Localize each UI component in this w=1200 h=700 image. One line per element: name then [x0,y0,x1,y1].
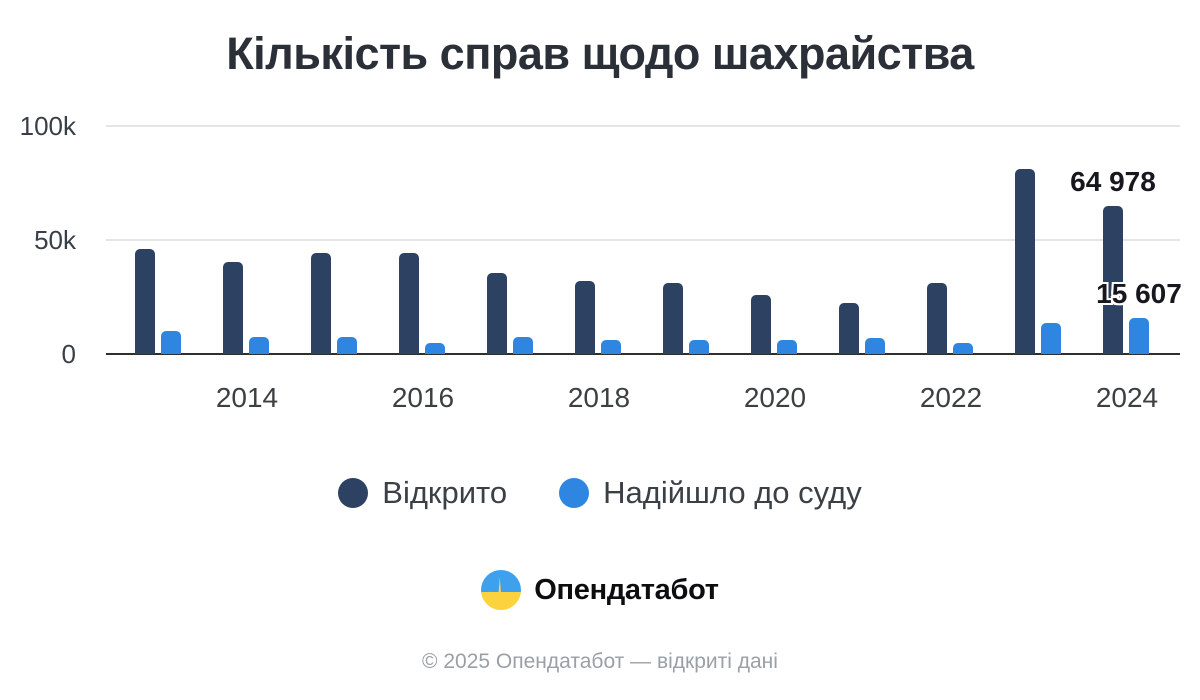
x-axis-tick-2022: 2022 [919,382,983,413]
value-label-2024-Надійшло до суду: 15 607 [1096,278,1182,310]
y-axis-tick-50k: 50k [34,225,76,255]
bar-Відкрито-2013 [135,249,155,354]
chart-title: Кількість справ щодо шахрайства [226,28,974,79]
bar-Надійшло до суду-2016 [425,342,445,354]
bar-Відкрито-2021 [839,302,859,354]
legend-item-Відкрито: Відкрито [338,475,507,511]
bar-Надійшло до суду-2019 [689,340,709,354]
chart-legend: Відкрито Надійшло до суду [0,472,1200,514]
x-axis-tick-2014: 2014 [215,382,279,413]
bar-Відкрито-2015 [311,252,331,354]
bar-Надійшло до суду-2015 [337,336,357,354]
bar-Відкрито-2024 [1103,205,1123,354]
legend-item-Надійшло до суду: Надійшло до суду [559,475,862,511]
bar-Відкрито-2016 [399,252,419,354]
bar-Надійшло до суду-2013 [161,331,181,354]
bar-Відкрито-2020 [751,294,771,354]
x-axis-tick-2018: 2018 [567,382,631,413]
bar-Відкрито-2018 [575,281,595,354]
bar-Надійшло до суду-2024 [1129,318,1149,354]
bar-Надійшло до суду-2017 [513,336,533,354]
bar-Надійшло до суду-2023 [1041,323,1061,354]
bar-Відкрито-2019 [663,283,683,354]
value-label-2024-Відкрито: 64 978 [1070,165,1156,197]
legend-dot-icon [338,478,369,508]
bar-Надійшло до суду-2014 [249,336,269,354]
bar-Відкрито-2014 [223,261,243,354]
x-axis-line [106,353,1180,355]
opendatabot-logo-text: Опендатабот [534,573,719,606]
bar-Відкрито-2022 [927,283,947,354]
y-axis-tick-0: 0 [61,339,76,369]
bar-Відкрито-2023 [1015,169,1035,354]
copyright-footer: © 2025 Опендатабот — відкриті дані [422,650,778,673]
legend-label: Відкрито [382,475,508,510]
legend-dot-icon [559,478,590,508]
bar-Надійшло до суду-2018 [601,340,621,354]
bar-Надійшло до суду-2020 [777,340,797,354]
x-axis-tick-2016: 2016 [391,382,455,413]
gridline-100k [106,125,1180,127]
y-axis-tick-100k: 100k [19,111,76,141]
x-axis-tick-2020: 2020 [743,382,807,413]
opendatabot-pulse-icon [481,570,522,610]
opendatabot-branding: Опендатабот [0,566,1200,614]
bar-Надійшло до суду-2022 [953,342,973,354]
bar-Відкрито-2017 [487,273,507,354]
legend-label: Надійшло до суду [603,475,862,510]
bar-Надійшло до суду-2021 [865,338,885,354]
gridline-50k [106,239,1180,241]
x-axis-tick-2024: 2024 [1095,382,1159,413]
